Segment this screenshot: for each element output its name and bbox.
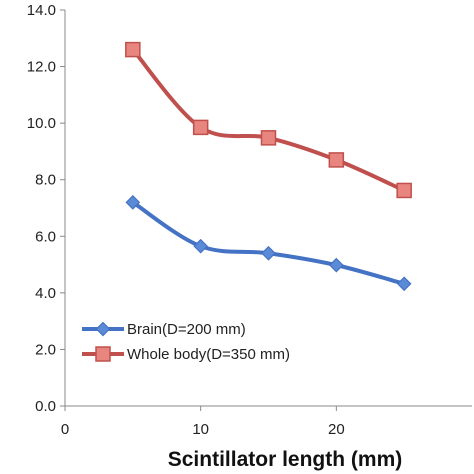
series-layer [125,41,412,292]
x-tick-label: 10 [192,421,209,438]
y-axis-ticks: 0.0 2.0 4.0 6.0 8.0 10.0 12.0 14.0 [27,2,65,415]
data-point [396,182,412,199]
data-point [125,41,141,58]
data-point [193,238,209,254]
legend-marker [95,321,111,337]
legend-marker [95,346,111,362]
y-tick-label: 12.0 [27,59,56,76]
data-point [260,130,277,146]
y-tick-label: 0.0 [35,398,56,415]
y-tick-label: 10.0 [27,115,56,132]
series-line [131,200,405,286]
y-tick-label: 8.0 [35,172,56,189]
data-point [328,152,345,168]
legend: Brain(D=200 mm) Whole body(D=350 mm) [82,321,290,363]
data-point [396,276,412,292]
series-0 [125,194,412,292]
legend-label: Whole body(D=350 mm) [127,346,290,363]
y-tick-label: 14.0 [27,2,56,19]
legend-label: Brain(D=200 mm) [127,321,246,338]
series-1 [125,41,412,199]
x-axis-label: Scintillator length (mm) [168,448,403,471]
data-point [125,194,141,210]
x-tick-label: 0 [61,421,69,438]
series-line [131,48,405,193]
y-tick-label: 2.0 [35,341,56,358]
y-tick-label: 4.0 [35,285,56,302]
x-axis-ticks: 0 10 20 [61,406,345,438]
data-point [328,257,344,273]
data-point [192,119,209,136]
data-point [261,245,276,261]
x-tick-label: 20 [328,421,345,438]
y-tick-label: 6.0 [35,228,56,245]
